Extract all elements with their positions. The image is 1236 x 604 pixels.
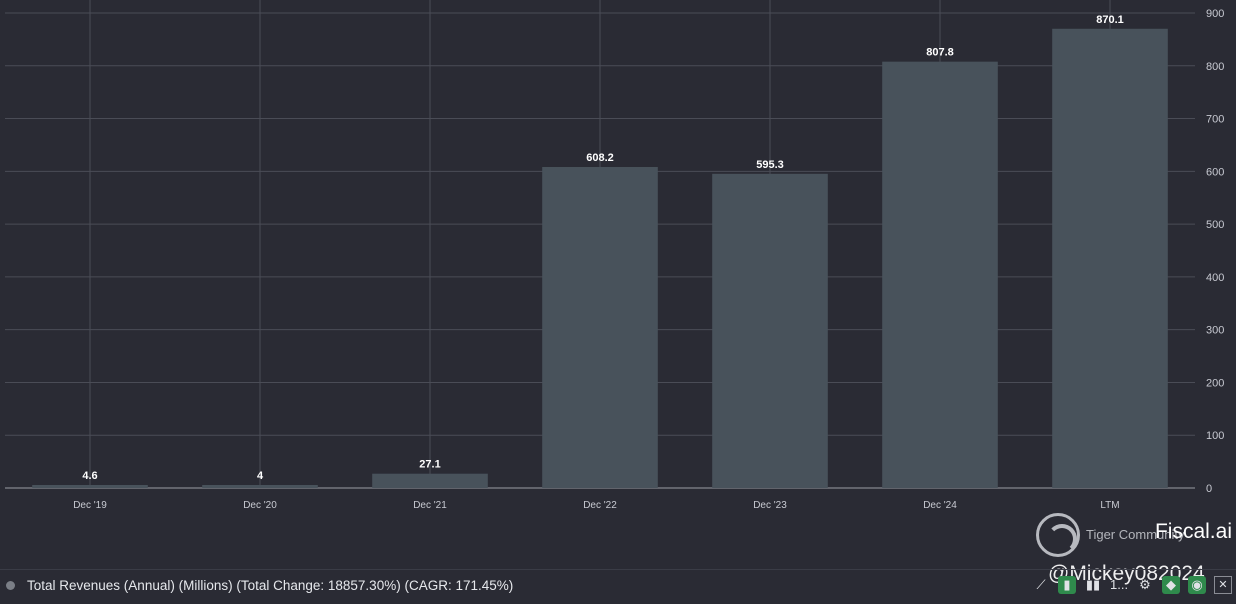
x-tick-label: Dec '21 [413, 500, 447, 511]
bar[interactable] [542, 167, 658, 488]
legend-series-label[interactable]: Total Revenues (Annual) (Millions) (Tota… [27, 578, 514, 593]
column-chart-icon[interactable]: ▮▮ [1085, 577, 1101, 592]
data-label: 870.1 [1096, 14, 1124, 26]
x-axis-ticks: Dec '19 Dec '20 Dec '21 Dec '22 Dec '23 Dec '… [73, 500, 1119, 511]
y-tick-label: 900 [1206, 8, 1224, 20]
fiscal-ai-brand: Fiscal.ai [1154, 520, 1232, 543]
x-tick-label: Dec '23 [753, 500, 787, 511]
y-tick-label: 0 [1206, 483, 1212, 495]
gear-icon[interactable]: ⚙ [1139, 577, 1151, 592]
bars-layer [32, 28, 1168, 489]
x-tick-label: Dec '22 [583, 500, 617, 511]
y-tick-label: 400 [1206, 272, 1224, 284]
bar[interactable] [372, 473, 488, 488]
y-tick-label: 500 [1206, 219, 1224, 231]
more-icon[interactable]: 1... [1110, 577, 1129, 592]
x-tick-label: Dec '19 [73, 500, 107, 511]
data-label: 595.3 [756, 159, 784, 171]
bar[interactable] [32, 485, 148, 488]
y-axis-ticks: 0 100 200 300 400 500 600 700 800 900 [1206, 8, 1224, 495]
data-labels-layer: 4.6 4 27.1 608.2 595.3 807.8 870.1 [82, 14, 1123, 482]
legend-series-dot[interactable] [6, 581, 15, 590]
y-tick-label: 800 [1206, 61, 1224, 73]
eye-icon[interactable]: ◉ [1188, 576, 1206, 594]
bar[interactable] [202, 485, 318, 488]
y-tick-label: 600 [1206, 166, 1224, 178]
data-label: 27.1 [419, 459, 440, 471]
close-icon[interactable]: ✕ [1214, 576, 1232, 594]
y-tick-label: 300 [1206, 325, 1224, 337]
data-label: 4 [257, 470, 264, 482]
x-tick-label: LTM [1100, 500, 1119, 511]
bar[interactable] [712, 173, 828, 488]
legend-bar: Total Revenues (Annual) (Millions) (Tota… [0, 569, 1236, 604]
chart-toolbar: ⟋ ▮ ▮▮ 1... ⚙ ◆ ◉ ✕ [1032, 576, 1232, 594]
trend-icon[interactable]: ⟋ [1036, 577, 1046, 592]
x-tick-label: Dec '24 [923, 500, 957, 511]
y-tick-label: 200 [1206, 377, 1224, 389]
y-tick-label: 100 [1206, 430, 1224, 442]
tag-icon[interactable]: ◆ [1162, 576, 1180, 594]
bar[interactable] [1052, 28, 1168, 489]
tiger-community-logo-icon [1036, 513, 1080, 557]
y-tick-label: 700 [1206, 114, 1224, 126]
community-label: Tiger Community [1086, 527, 1185, 542]
data-label: 4.6 [82, 470, 97, 482]
x-tick-label: Dec '20 [243, 500, 277, 511]
data-label: 807.8 [926, 47, 954, 59]
bar[interactable] [882, 61, 998, 489]
data-label: 608.2 [586, 152, 614, 164]
bar-chart-icon[interactable]: ▮ [1058, 576, 1076, 594]
